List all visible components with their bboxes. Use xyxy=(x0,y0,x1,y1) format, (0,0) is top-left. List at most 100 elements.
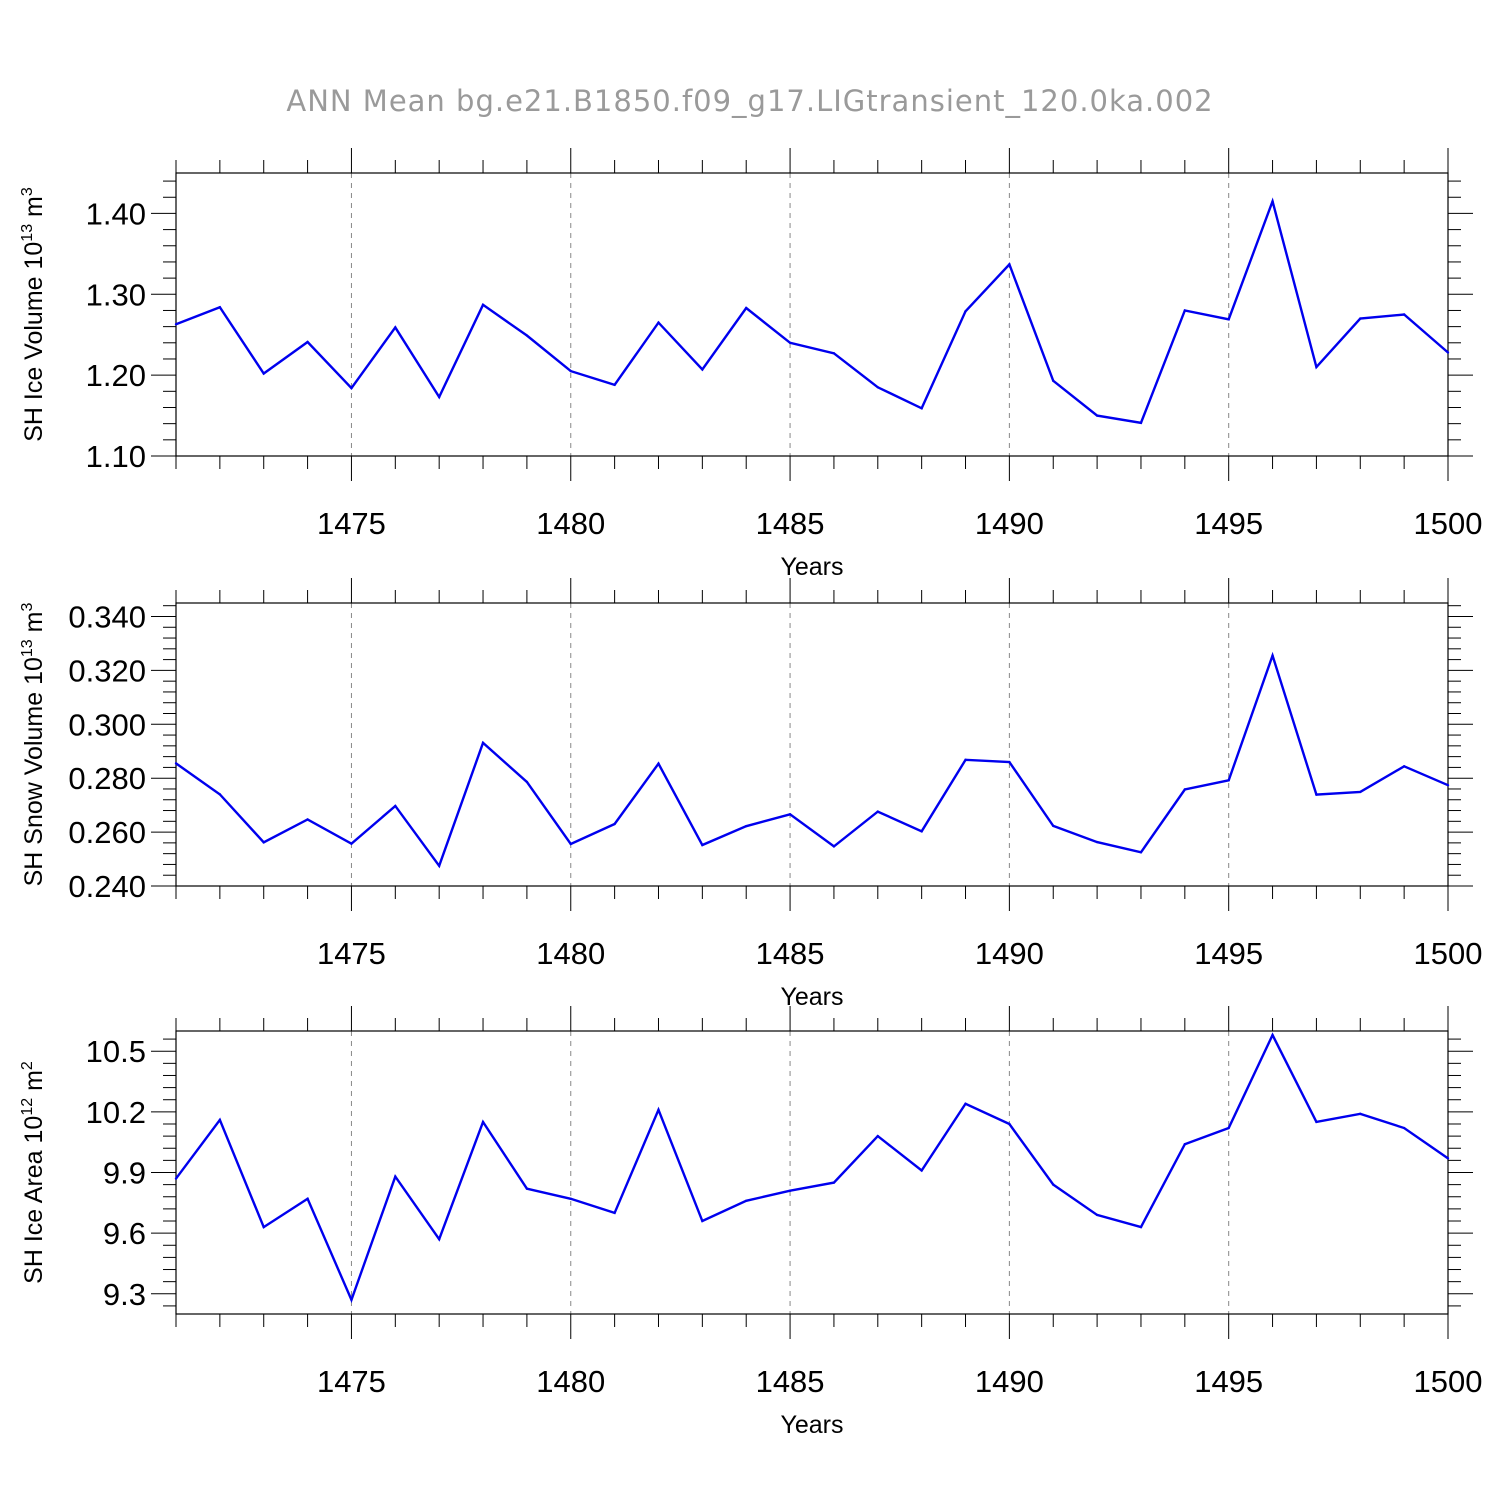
chart-panel-2: 0.240 0.260 0.280 0.300 0.320 0.340 1475 1480 14… xyxy=(19,578,1482,1011)
data-point xyxy=(876,810,879,813)
x-axis-label: Years xyxy=(780,1411,843,1439)
x-tick-label: 1495 xyxy=(1194,506,1263,541)
data-point xyxy=(788,341,792,344)
data-point xyxy=(701,1219,704,1223)
data-point xyxy=(394,1175,397,1178)
x-tick-label: 1480 xyxy=(536,1364,605,1399)
data-point xyxy=(525,780,529,784)
data-point xyxy=(218,306,222,309)
y-axis-label-part: 3 xyxy=(19,187,36,196)
data-point xyxy=(569,369,572,373)
data-point xyxy=(964,310,967,313)
data-point xyxy=(1008,1122,1011,1126)
data-point xyxy=(1359,790,1362,794)
data-point xyxy=(1315,365,1318,369)
data-point xyxy=(920,407,923,410)
y-axis-label-part: m xyxy=(20,196,48,224)
y-axis-label-part: SH Ice Area 10 xyxy=(20,1116,48,1284)
data-point xyxy=(1446,351,1450,354)
x-tick-label: 1490 xyxy=(975,1364,1044,1399)
y-tick-label: 0.260 xyxy=(68,815,146,850)
data-point xyxy=(788,813,792,816)
data-point xyxy=(613,822,616,826)
data-point xyxy=(1095,414,1099,417)
data-point xyxy=(1271,200,1274,203)
y-axis-label-part: 2 xyxy=(19,1061,36,1070)
y-tick-label: 9.3 xyxy=(103,1277,146,1312)
y-axis-label-part: 3 xyxy=(19,603,36,612)
data-point xyxy=(1315,1120,1318,1124)
data-point xyxy=(1315,793,1318,796)
data-point xyxy=(1052,379,1055,383)
data-point xyxy=(1139,1225,1143,1229)
y-axis-label-part: 13 xyxy=(19,224,36,242)
x-tick-label: 1485 xyxy=(756,1364,825,1399)
y-axis-label-part: 12 xyxy=(19,1098,36,1116)
data-point xyxy=(657,762,660,765)
data-point xyxy=(613,383,616,387)
data-point xyxy=(481,1120,485,1124)
data-point xyxy=(481,303,485,306)
data-point xyxy=(394,804,397,808)
data-point xyxy=(745,306,748,310)
data-point xyxy=(1095,840,1099,844)
data-point xyxy=(262,841,265,844)
x-tick-label: 1495 xyxy=(1194,1364,1263,1399)
y-tick-label: 1.10 xyxy=(86,439,146,474)
data-point xyxy=(1183,309,1187,312)
data-point xyxy=(350,386,353,390)
x-tick-label: 1475 xyxy=(317,936,386,971)
data-point xyxy=(1139,851,1143,854)
y-tick-label: 9.9 xyxy=(103,1156,146,1191)
data-point xyxy=(569,1197,572,1200)
x-tick-label: 1485 xyxy=(756,506,825,541)
data-point xyxy=(437,864,441,867)
data-point xyxy=(1139,421,1143,425)
data-point xyxy=(788,1189,792,1192)
data-point xyxy=(745,824,748,828)
data-point xyxy=(1227,1126,1230,1130)
plot-frame xyxy=(175,172,1449,457)
y-axis-label-part: m xyxy=(20,612,48,640)
data-point xyxy=(525,334,529,337)
plot-frame xyxy=(175,1030,1449,1315)
data-point xyxy=(876,386,879,389)
series-line xyxy=(175,1032,1449,1304)
data-point xyxy=(525,1187,529,1190)
data-point xyxy=(920,1169,923,1172)
x-tick-label: 1500 xyxy=(1414,506,1483,541)
series-line xyxy=(175,651,1449,869)
y-tick-label: 0.280 xyxy=(68,761,146,796)
y-axis-label: SH Ice Volume 1013 m3 xyxy=(19,187,48,442)
data-point xyxy=(1095,1213,1099,1217)
data-point xyxy=(262,1225,265,1229)
x-tick-label: 1485 xyxy=(756,936,825,971)
data-point xyxy=(701,843,704,847)
x-tick-label: 1500 xyxy=(1414,936,1483,971)
y-tick-label: 9.6 xyxy=(103,1216,146,1251)
data-point xyxy=(1402,765,1406,768)
y-axis-label-part: m xyxy=(20,1070,48,1098)
data-point xyxy=(1008,760,1011,764)
y-tick-label: 1.20 xyxy=(86,358,146,393)
data-point xyxy=(701,368,704,371)
data-point xyxy=(1359,1112,1362,1116)
y-axis-label-part: 13 xyxy=(19,639,36,657)
data-point xyxy=(964,758,967,762)
data-point xyxy=(437,395,441,399)
y-axis-label-part: SH Ice Volume 10 xyxy=(20,242,48,442)
data-point xyxy=(1052,824,1055,828)
chart-panel-1: 1.10 1.20 1.30 1.40 1475 1480 1485 1490 1495 1500… xyxy=(19,148,1482,581)
chart-panel-3: 9.3 9.6 9.9 10.2 10.5 1475 1480 1485 1490 1495 150… xyxy=(19,1006,1482,1439)
x-tick-label: 1495 xyxy=(1194,936,1263,971)
data-point xyxy=(1227,318,1230,321)
data-point xyxy=(920,830,923,833)
x-tick-label: 1480 xyxy=(536,506,605,541)
data-point xyxy=(613,1211,616,1215)
data-point xyxy=(1446,783,1450,787)
data-point xyxy=(657,321,660,324)
data-point xyxy=(876,1134,879,1138)
plot-frame xyxy=(175,602,1449,887)
data-point xyxy=(350,1298,353,1302)
y-tick-label: 10.2 xyxy=(86,1095,146,1130)
